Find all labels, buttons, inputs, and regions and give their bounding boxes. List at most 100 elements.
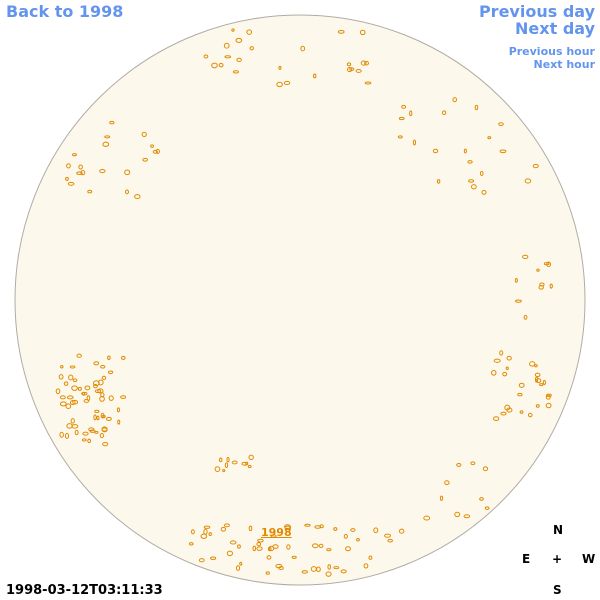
contour	[60, 365, 64, 369]
contour	[224, 55, 232, 59]
contour	[93, 414, 97, 421]
contour	[203, 525, 211, 529]
contour	[211, 62, 218, 69]
magnetic-regions	[55, 28, 553, 577]
contour	[325, 571, 332, 577]
contour	[491, 369, 497, 376]
contour	[456, 462, 462, 467]
contour	[368, 555, 373, 560]
contour	[479, 497, 484, 501]
next-hour-link[interactable]: Next hour	[533, 58, 596, 71]
contour	[268, 545, 275, 552]
back-link[interactable]: Back to 1998	[6, 2, 124, 21]
contour	[538, 285, 544, 290]
contour	[208, 532, 212, 537]
contour	[536, 268, 540, 272]
contour	[346, 62, 352, 67]
contour	[84, 385, 91, 391]
contour	[359, 29, 366, 36]
year-link[interactable]: 1998	[261, 526, 292, 539]
contour	[549, 283, 553, 289]
contour	[333, 527, 338, 531]
contour	[439, 495, 444, 501]
contour	[463, 148, 467, 154]
contour	[278, 65, 282, 70]
contour	[463, 514, 471, 519]
contour	[93, 361, 100, 366]
contour	[237, 544, 241, 549]
contour	[125, 189, 130, 195]
contour	[101, 375, 107, 380]
contour	[409, 110, 413, 117]
contour	[543, 262, 550, 266]
contour	[120, 355, 126, 360]
contour	[522, 254, 529, 260]
contour	[345, 546, 352, 552]
contour	[546, 393, 552, 398]
previous-day-link[interactable]: Previous day	[478, 2, 595, 21]
contour	[248, 525, 253, 532]
contour	[104, 135, 111, 139]
compass-west: W	[582, 552, 596, 566]
contour	[343, 533, 348, 539]
contour	[58, 374, 64, 380]
next-day-link[interactable]: Next day	[515, 19, 595, 38]
contour	[150, 144, 154, 148]
contour	[86, 395, 91, 401]
contour	[68, 374, 74, 381]
contour	[337, 30, 345, 34]
contour	[470, 184, 477, 190]
contour	[301, 570, 308, 574]
contour	[270, 534, 277, 538]
contour	[257, 538, 264, 543]
contour	[107, 355, 111, 360]
contour	[210, 556, 217, 560]
contour	[364, 60, 370, 66]
contour	[545, 394, 551, 400]
contour	[108, 395, 114, 401]
contour	[535, 378, 542, 384]
contour	[94, 409, 100, 413]
contour	[412, 139, 417, 146]
contour	[74, 429, 79, 436]
contour	[474, 104, 479, 111]
contour	[55, 388, 61, 395]
contour	[532, 163, 539, 169]
contour	[247, 464, 252, 469]
contour	[505, 366, 509, 371]
previous-hour-link[interactable]: Previous hour	[508, 45, 595, 58]
contour	[69, 400, 76, 406]
contour	[493, 416, 500, 422]
contour	[59, 401, 67, 407]
contour	[487, 136, 492, 140]
contour	[493, 358, 501, 363]
contour	[312, 73, 317, 79]
contour	[101, 414, 106, 419]
contour	[94, 430, 99, 434]
contour	[436, 179, 441, 184]
contour	[470, 461, 476, 466]
contour	[245, 461, 249, 466]
contour	[442, 110, 447, 116]
contour	[355, 68, 362, 73]
contour	[65, 403, 72, 409]
contour	[88, 427, 95, 432]
contour	[77, 386, 82, 391]
contour	[96, 415, 100, 421]
contour	[116, 407, 120, 413]
contour	[218, 62, 224, 68]
contour	[318, 543, 324, 549]
contour	[515, 299, 522, 303]
contour	[356, 538, 360, 542]
contour	[76, 171, 83, 175]
contour	[535, 404, 540, 408]
contour	[397, 135, 403, 139]
contour	[256, 546, 263, 551]
contour	[223, 42, 230, 49]
contour	[518, 382, 525, 388]
contour	[102, 141, 110, 147]
timestamp: 1998-03-12T03:11:33	[6, 583, 163, 598]
contour	[236, 57, 242, 62]
